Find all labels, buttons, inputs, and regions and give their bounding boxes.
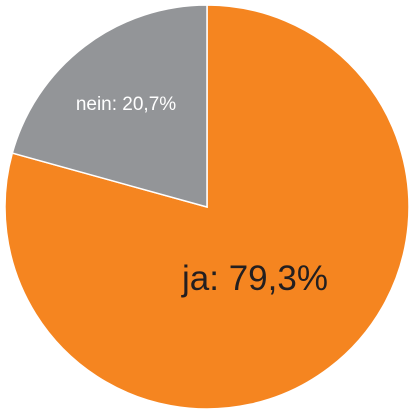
pie-slice-nein <box>11 4 208 208</box>
slice-label-nein: nein: 20,7% <box>76 94 176 115</box>
pie-labels: ja: 79,3% nein: 20,7% <box>76 94 328 298</box>
slice-label-ja: ja: 79,3% <box>181 259 328 298</box>
pie-slices <box>4 4 410 410</box>
